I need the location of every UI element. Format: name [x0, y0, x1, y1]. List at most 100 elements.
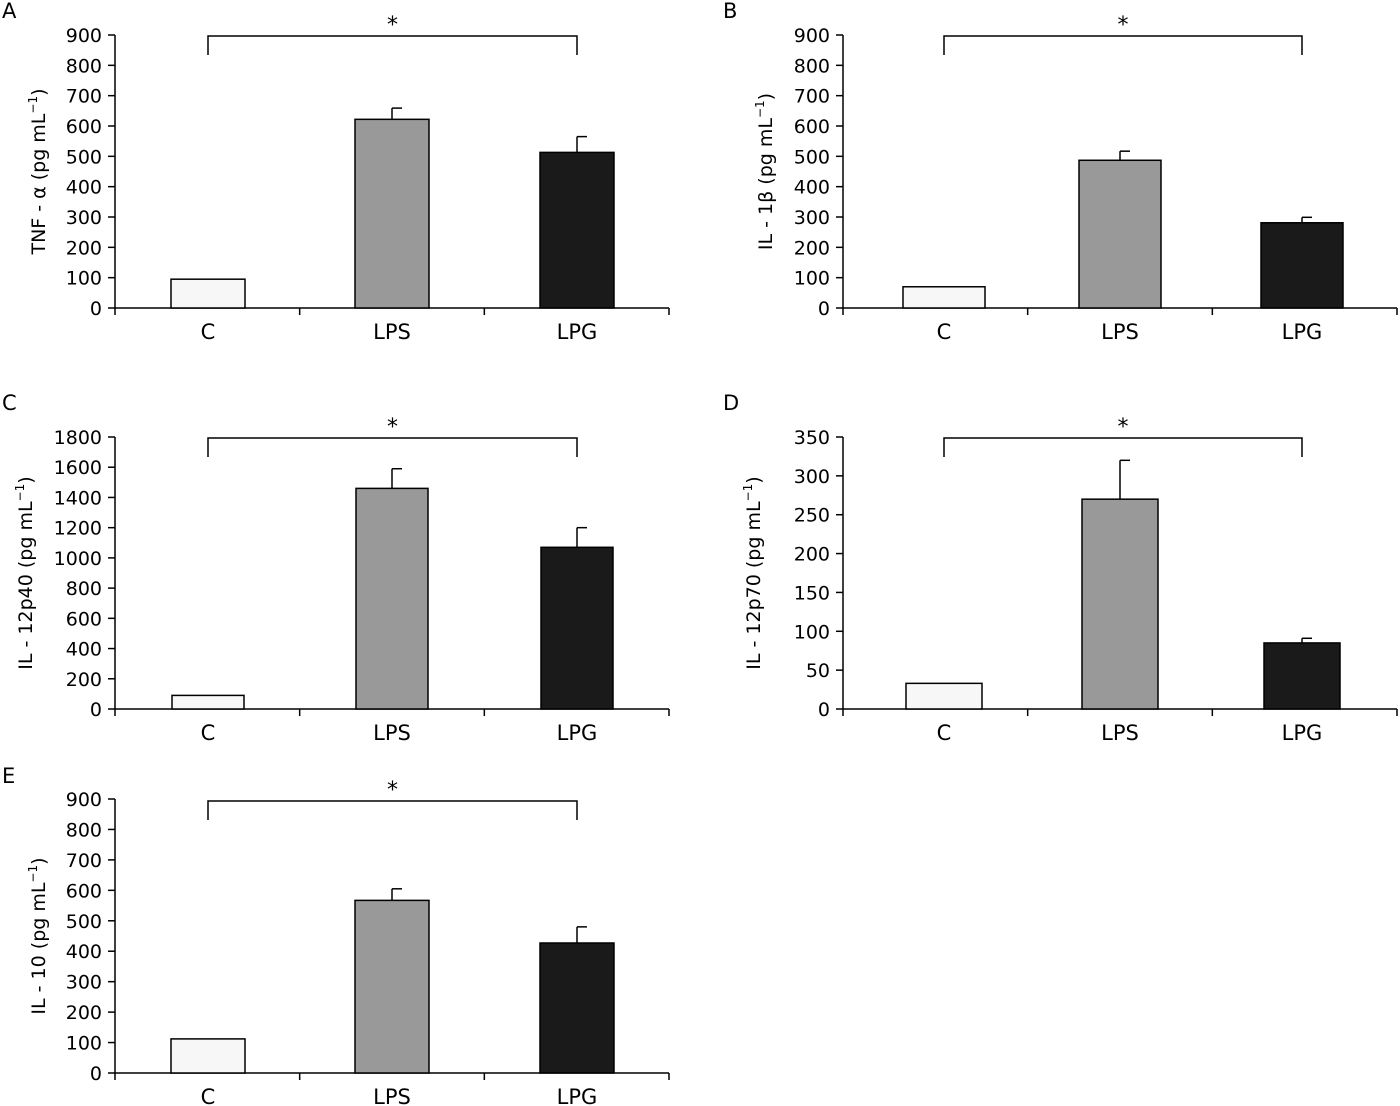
category-label: LPG	[1282, 721, 1323, 745]
y-tick-label: 0	[90, 298, 102, 320]
y-tick-label: 150	[794, 582, 830, 604]
y-axis-label: IL - 12p70 (pg mL−1)	[741, 476, 765, 669]
category-label: C	[937, 721, 952, 745]
y-tick-label: 100	[794, 621, 830, 643]
y-tick-label: 800	[794, 55, 830, 77]
y-axis-label-close: )	[28, 88, 50, 95]
y-tick-label: 300	[66, 207, 102, 229]
bar-lpg	[1260, 222, 1344, 309]
y-tick-label: 500	[66, 146, 102, 168]
y-tick-label: 700	[66, 850, 102, 872]
category-label: C	[201, 721, 216, 745]
y-tick-label: 1000	[54, 548, 102, 570]
y-tick-label: 800	[66, 55, 102, 77]
y-tick-label: 1200	[54, 518, 102, 540]
y-tick-label: 600	[794, 116, 830, 138]
significance-bracket	[943, 437, 1303, 457]
y-tick-label: 700	[66, 86, 102, 108]
y-axis-label-close: )	[15, 476, 37, 483]
bar-lpg	[540, 546, 614, 710]
category-label: LPG	[557, 1085, 598, 1106]
y-tick-label: 0	[818, 298, 830, 320]
y-tick-label: 800	[66, 578, 102, 600]
bar-lps	[1078, 159, 1162, 309]
y-tick-label: 900	[794, 25, 830, 47]
category-label: LPG	[557, 721, 598, 745]
y-tick-label: 100	[794, 268, 830, 290]
bar-c	[171, 694, 245, 710]
category-label: LPS	[1101, 721, 1139, 745]
panel-label: C	[2, 391, 17, 415]
panel-label: D	[723, 391, 739, 415]
y-tick-label: 200	[66, 1002, 102, 1024]
y-tick-label: 200	[66, 669, 102, 691]
y-axis-label-superscript: −1	[753, 100, 767, 118]
y-tick-label: 200	[66, 237, 102, 259]
panel-label: E	[2, 764, 15, 788]
significance-star: *	[387, 778, 398, 803]
y-tick-label: 400	[66, 639, 102, 661]
y-tick-label: 0	[818, 699, 830, 721]
significance-star: *	[1118, 13, 1129, 38]
y-tick-label: 500	[66, 911, 102, 933]
y-axis-label-close: )	[743, 476, 765, 483]
y-tick-label: 600	[66, 116, 102, 138]
y-axis-label-close: )	[28, 857, 50, 864]
category-label: LPS	[373, 721, 411, 745]
bar-lpg	[539, 151, 615, 309]
y-tick-label: 400	[794, 177, 830, 199]
y-axis-label-superscript: −1	[741, 484, 755, 502]
y-tick-label: 300	[794, 207, 830, 229]
y-tick-label: 700	[794, 86, 830, 108]
y-tick-label: 0	[90, 699, 102, 721]
bar-c	[902, 286, 986, 309]
significance-bracket	[207, 437, 578, 457]
y-tick-label: 400	[66, 177, 102, 199]
bar-lps	[1081, 498, 1159, 710]
chart-panel-d: D 0 50 100 150 200 250 300 350 C LPS LPG * IL - 12p70…	[723, 391, 1398, 745]
category-label: C	[201, 1085, 216, 1106]
bar-c	[170, 278, 246, 309]
y-axis-label: IL - 12p40 (pg mL−1)	[13, 476, 37, 669]
category-label: LPS	[1101, 320, 1139, 344]
y-tick-label: 0	[90, 1063, 102, 1085]
y-axis-label-close: )	[755, 93, 777, 100]
bar-lpg	[1263, 642, 1341, 710]
significance-star: *	[387, 13, 398, 38]
bar-lps	[355, 487, 429, 710]
y-tick-label: 600	[66, 880, 102, 902]
y-tick-label: 400	[66, 941, 102, 963]
y-tick-label: 100	[66, 268, 102, 290]
y-axis-label-text: IL - 12p70 (pg mL	[743, 501, 765, 670]
y-tick-label: 350	[794, 427, 830, 449]
y-tick-label: 50	[806, 660, 830, 682]
y-axis-label-text: IL - 1β (pg mL	[755, 118, 777, 250]
y-tick-label: 100	[66, 1033, 102, 1055]
y-axis-label-text: TNF - α (pg mL	[28, 113, 50, 255]
y-axis-label-superscript: −1	[13, 484, 27, 502]
significance-bracket	[943, 35, 1303, 55]
y-axis-label: IL - 10 (pg mL−1)	[26, 857, 50, 1014]
y-axis-label: TNF - α (pg mL−1)	[26, 88, 50, 255]
y-tick-label: 900	[66, 25, 102, 47]
bar-lps	[354, 899, 430, 1074]
y-tick-label: 800	[66, 819, 102, 841]
y-axis-label: IL - 1β (pg mL−1)	[753, 93, 777, 250]
y-tick-label: 250	[794, 505, 830, 527]
y-axis-label-superscript: −1	[26, 96, 40, 114]
chart-panel-c: C 0 200 400 600 800 1000 1200 1400 1600 1800 C LPS LP…	[2, 391, 670, 745]
y-tick-label: 300	[66, 972, 102, 994]
category-label: LPG	[1282, 320, 1323, 344]
category-label: LPG	[557, 320, 598, 344]
y-tick-label: 600	[66, 608, 102, 630]
chart-panel-e: E 0 100 200 300 400 500 600 700 800 900 C LPS LPG * IL …	[2, 764, 670, 1106]
bar-lpg	[539, 942, 615, 1074]
y-tick-label: 1400	[54, 487, 102, 509]
y-tick-label: 1600	[54, 457, 102, 479]
bar-lps	[354, 118, 430, 309]
y-axis-label-text: IL - 10 (pg mL	[28, 882, 50, 1014]
panel-label: A	[2, 0, 17, 23]
y-tick-label: 900	[66, 789, 102, 811]
y-tick-label: 300	[794, 466, 830, 488]
panel-label: B	[723, 0, 737, 23]
